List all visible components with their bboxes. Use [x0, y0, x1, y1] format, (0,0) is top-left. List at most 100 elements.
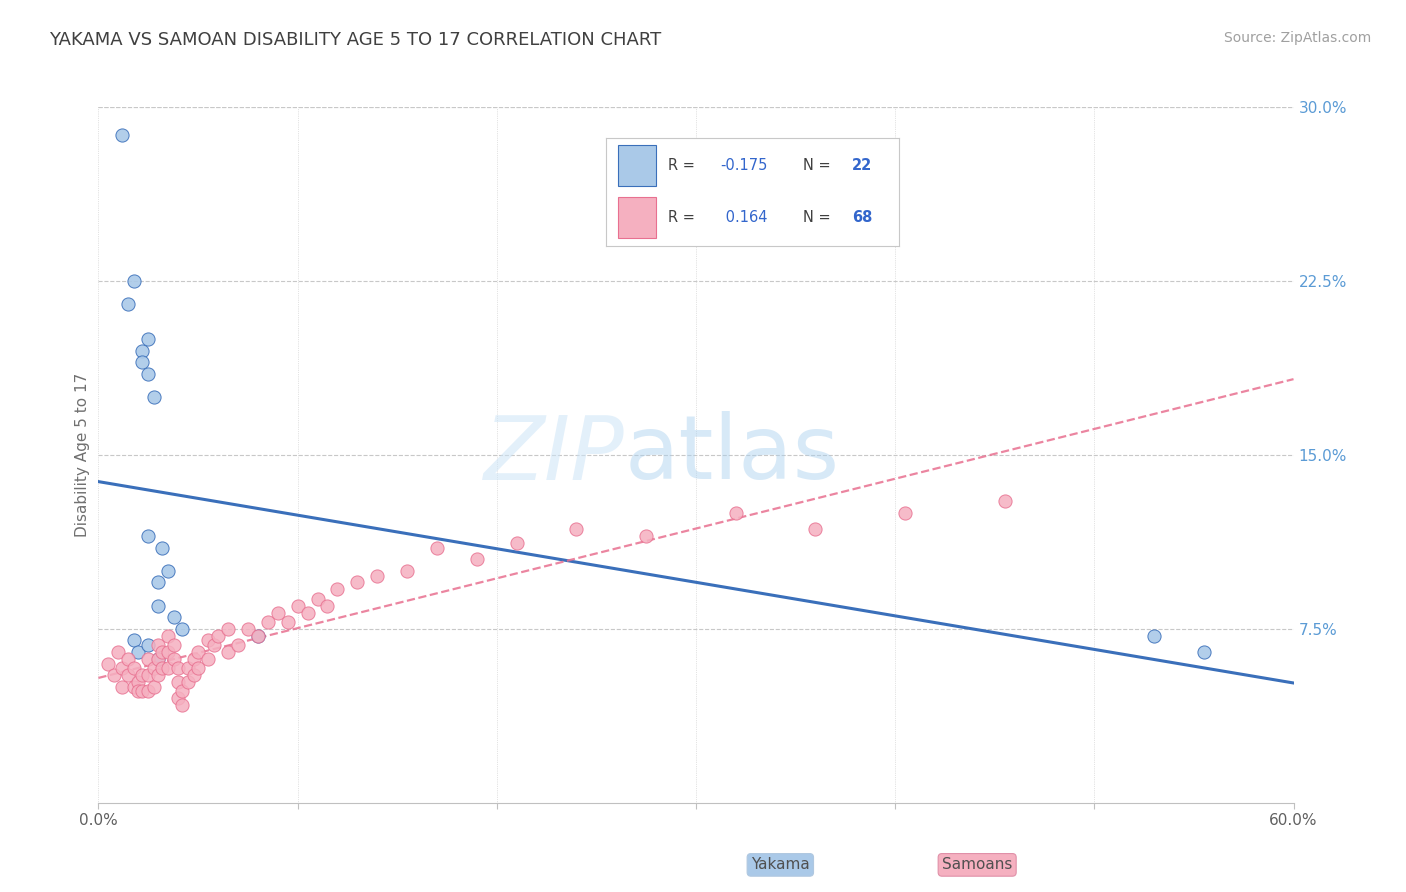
Point — [136, 367, 159, 381]
Point — [143, 661, 166, 675]
Bar — [619, 145, 657, 186]
Point — [187, 661, 209, 675]
Text: ZIP: ZIP — [484, 412, 624, 498]
Point — [197, 652, 219, 666]
Point — [157, 564, 180, 578]
Point — [148, 599, 170, 613]
Text: YAKAMA VS SAMOAN DISABILITY AGE 5 TO 17 CORRELATION CHART: YAKAMA VS SAMOAN DISABILITY AGE 5 TO 17 … — [49, 31, 661, 49]
Point — [148, 575, 170, 590]
Point — [107, 645, 129, 659]
Point — [150, 645, 173, 659]
Point — [183, 668, 205, 682]
Point — [183, 652, 205, 666]
Point — [197, 633, 219, 648]
Point — [287, 599, 309, 613]
Point — [172, 698, 194, 713]
Point — [177, 661, 200, 675]
Point — [187, 645, 209, 659]
Point — [346, 575, 368, 590]
Point — [157, 645, 180, 659]
Point — [148, 652, 170, 666]
Text: R =: R = — [668, 210, 699, 225]
Point — [97, 657, 120, 671]
Point — [150, 541, 173, 555]
Text: 22: 22 — [852, 158, 873, 173]
Point — [136, 529, 159, 543]
Point — [111, 661, 134, 675]
Point — [103, 668, 125, 682]
Text: atlas: atlas — [624, 411, 839, 499]
Text: 0.164: 0.164 — [720, 210, 768, 225]
Point — [127, 675, 149, 690]
Point — [117, 297, 139, 311]
Point — [148, 652, 170, 666]
Point — [506, 536, 529, 550]
Point — [167, 691, 190, 706]
Point — [117, 652, 139, 666]
Point — [246, 629, 269, 643]
Text: 68: 68 — [852, 210, 873, 225]
Point — [994, 494, 1017, 508]
Text: Source: ZipAtlas.com: Source: ZipAtlas.com — [1223, 31, 1371, 45]
Point — [127, 684, 149, 698]
Point — [136, 652, 159, 666]
Point — [157, 629, 180, 643]
Text: Samoans: Samoans — [942, 857, 1012, 872]
Point — [246, 629, 269, 643]
Point — [177, 675, 200, 690]
Point — [465, 552, 488, 566]
Point — [1192, 645, 1215, 659]
Point — [307, 591, 329, 606]
Point — [157, 661, 180, 675]
Point — [131, 355, 153, 369]
Point — [124, 661, 146, 675]
Text: N =: N = — [803, 210, 835, 225]
Point — [148, 638, 170, 652]
Point — [136, 668, 159, 682]
Point — [226, 638, 249, 652]
Point — [267, 606, 290, 620]
Point — [565, 522, 588, 536]
Point — [124, 633, 146, 648]
Point — [127, 645, 149, 659]
Text: Yakama: Yakama — [751, 857, 810, 872]
Point — [724, 506, 747, 520]
Point — [894, 506, 917, 520]
Point — [131, 684, 153, 698]
Bar — [619, 196, 657, 237]
Point — [217, 645, 239, 659]
Point — [316, 599, 339, 613]
Point — [131, 343, 153, 358]
Point — [111, 128, 134, 142]
Point — [136, 684, 159, 698]
Point — [163, 638, 186, 652]
Point — [426, 541, 449, 555]
Point — [277, 615, 299, 629]
Point — [217, 622, 239, 636]
Point — [117, 668, 139, 682]
Point — [396, 564, 419, 578]
Point — [172, 622, 194, 636]
Point — [150, 661, 173, 675]
Point — [136, 638, 159, 652]
Text: R =: R = — [668, 158, 699, 173]
Point — [111, 680, 134, 694]
Point — [124, 680, 146, 694]
Point — [143, 390, 166, 404]
Point — [163, 652, 186, 666]
Point — [366, 568, 388, 582]
Point — [202, 638, 225, 652]
Point — [804, 522, 827, 536]
Point — [236, 622, 259, 636]
Point — [172, 684, 194, 698]
Point — [148, 668, 170, 682]
Point — [131, 668, 153, 682]
Point — [1143, 629, 1166, 643]
Text: -0.175: -0.175 — [720, 158, 768, 173]
Text: N =: N = — [803, 158, 835, 173]
Y-axis label: Disability Age 5 to 17: Disability Age 5 to 17 — [75, 373, 90, 537]
Point — [143, 680, 166, 694]
Point — [167, 675, 190, 690]
Point — [124, 274, 146, 288]
Point — [256, 615, 278, 629]
